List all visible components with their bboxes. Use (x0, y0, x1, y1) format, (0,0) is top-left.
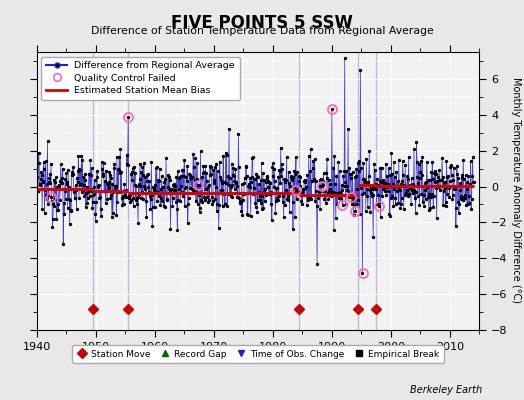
Text: Monthly Temperature Anomaly Difference (°C): Monthly Temperature Anomaly Difference (… (511, 77, 521, 303)
Text: Berkeley Earth: Berkeley Earth (410, 385, 482, 395)
Text: FIVE POINTS 5 SSW: FIVE POINTS 5 SSW (171, 14, 353, 32)
Legend: Station Move, Record Gap, Time of Obs. Change, Empirical Break: Station Move, Record Gap, Time of Obs. C… (72, 345, 444, 363)
Text: Difference of Station Temperature Data from Regional Average: Difference of Station Temperature Data f… (91, 26, 433, 36)
